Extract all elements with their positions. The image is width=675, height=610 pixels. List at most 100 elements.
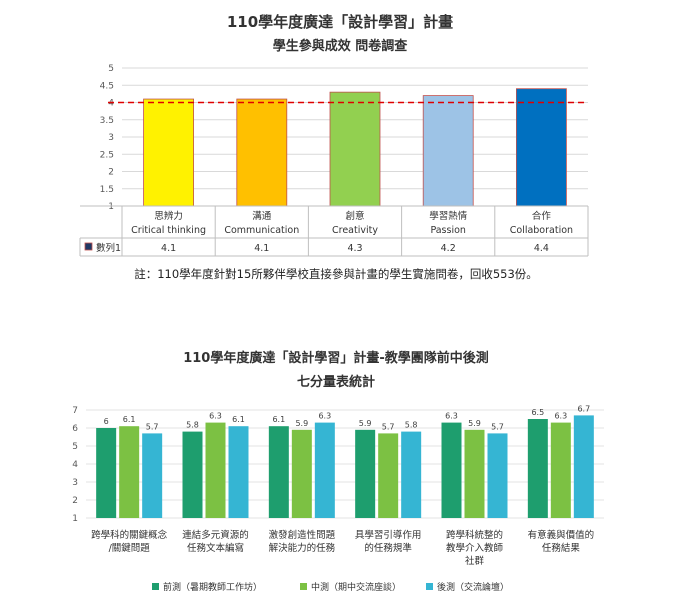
chart2-legend-label: 後測（交流論壇） bbox=[437, 581, 509, 593]
chart1-category-label: 溝通 bbox=[252, 210, 272, 222]
survey-chart: 110學年度廣達「設計學習」計畫 學生參與成效 問卷調查 1 1.5 2 2.5 3 3.… bbox=[79, 13, 589, 281]
chart2-data-label: 5.9 bbox=[359, 419, 372, 428]
chart2-data-label: 6 bbox=[104, 417, 109, 426]
chart2-legend-label: 中測（期中交流座談） bbox=[311, 581, 401, 593]
chart2-gridlines bbox=[86, 409, 604, 519]
chart2-category-label: 解決能力的任務 bbox=[269, 542, 336, 554]
chart1-bar bbox=[516, 88, 567, 207]
chart1-subtitle: 學生參與成效 問卷調查 bbox=[273, 38, 409, 54]
chart1-y-tick-label: 1.5 bbox=[100, 185, 114, 195]
chart2-legend-swatch bbox=[426, 583, 433, 590]
chart1-category-label: 合作 bbox=[532, 210, 552, 222]
chart2-data-label: 5.8 bbox=[186, 421, 199, 430]
chart2-bar bbox=[487, 433, 508, 518]
chart2-y-tick-label: 6 bbox=[72, 424, 78, 434]
chart2-bar bbox=[205, 422, 226, 518]
chart2-data-label: 6.1 bbox=[232, 415, 245, 424]
chart2-bar bbox=[527, 419, 548, 518]
chart2-category-label: 激發創造性問題 bbox=[269, 529, 336, 541]
chart2-category-label: 社群 bbox=[465, 555, 485, 567]
chart1-y-tick-label: 3 bbox=[108, 133, 114, 143]
chart2-bar bbox=[464, 429, 485, 518]
chart2-y-tick-label: 7 bbox=[72, 406, 78, 416]
chart1-title: 110學年度廣達「設計學習」計畫 bbox=[227, 13, 453, 31]
chart1-value-label: 4.4 bbox=[534, 243, 549, 254]
chart2-bar bbox=[182, 431, 203, 518]
chart1-y-tick-label: 4.5 bbox=[100, 81, 114, 91]
chart2-legend-swatch bbox=[152, 583, 159, 590]
chart2-y-tick-label: 3 bbox=[72, 478, 78, 488]
chart1-value-label: 4.3 bbox=[347, 243, 362, 254]
chart2-bar bbox=[119, 426, 140, 518]
chart2-y-tick-label: 5 bbox=[72, 442, 78, 452]
chart1-y-tick-label: 3.5 bbox=[100, 116, 114, 126]
chart2-bar bbox=[228, 426, 249, 518]
chart2-y-axis: 1 2 3 4 5 6 7 bbox=[72, 406, 78, 524]
chart2-category-label: 任務文本編寫 bbox=[187, 542, 244, 554]
chart1-data-table: 思辨力 Critical thinking 4.1 溝通 Communication 4.… bbox=[79, 205, 589, 257]
chart2-data-label: 5.7 bbox=[382, 422, 395, 431]
chart1-y-tick-label: 1 bbox=[108, 202, 114, 212]
chart2-data-label: 6.3 bbox=[554, 412, 567, 421]
chart2-category-label: 教學介入教師 bbox=[446, 542, 504, 554]
chart1-category-label: Collaboration bbox=[510, 225, 573, 236]
chart1-series-name: 數列1 bbox=[96, 242, 121, 254]
chart1-note: 註：110學年度針對15所夥伴學校直接參與計畫的學生實施問卷，回收553份。 bbox=[134, 267, 538, 281]
chart1-bars bbox=[143, 88, 567, 207]
chart2-data-label: 6.1 bbox=[123, 415, 136, 424]
chart2-data-label: 5.9 bbox=[295, 419, 308, 428]
chart1-y-tick-label: 2 bbox=[108, 168, 114, 178]
chart2-category-label: 有意義與價值的 bbox=[528, 529, 595, 541]
chart2-category-label: 跨學科的關鍵概念 bbox=[91, 529, 168, 541]
chart2-data-label: 6.5 bbox=[531, 408, 544, 417]
chart2-legend-label: 前測（暑期教師工作坊） bbox=[163, 581, 262, 593]
chart1-category-label: 思辨力 bbox=[154, 210, 183, 222]
chart2-bar bbox=[550, 422, 571, 518]
chart1-category-label: Critical thinking bbox=[131, 225, 206, 236]
chart2-data-label: 6.3 bbox=[209, 412, 222, 421]
chart1-y-tick-label: 4 bbox=[108, 99, 114, 109]
chart1-bar bbox=[422, 95, 474, 207]
chart1-bar bbox=[143, 98, 195, 207]
chart1-series-marker bbox=[84, 242, 93, 251]
chart2-category-label: 的任務規準 bbox=[364, 542, 412, 554]
chart2-y-tick-label: 2 bbox=[72, 496, 78, 506]
chart2-bar bbox=[142, 433, 163, 518]
chart2-category-label: 跨學科統整的 bbox=[446, 529, 503, 541]
chart2-category-label: 連結多元資源的 bbox=[182, 529, 249, 541]
chart2-data-label: 6.1 bbox=[272, 415, 285, 424]
chart1-y-tick-label: 2.5 bbox=[100, 150, 114, 160]
chart1-bar bbox=[236, 98, 288, 207]
chart1-value-label: 4.2 bbox=[441, 243, 456, 254]
chart2-data-label: 5.8 bbox=[405, 421, 418, 430]
chart1-category-label: Communication bbox=[224, 225, 299, 236]
chart2-bar bbox=[96, 428, 117, 518]
chart2-bar bbox=[573, 415, 594, 518]
chart2-y-tick-label: 1 bbox=[72, 514, 78, 524]
chart2-category-label: 任務結果 bbox=[542, 542, 581, 554]
chart2-bar bbox=[378, 433, 399, 518]
chart1-category-label: 創意 bbox=[345, 210, 364, 222]
chart2-bar bbox=[314, 422, 335, 518]
chart2-data-label: 5.7 bbox=[491, 422, 504, 431]
chart2-data-label: 6.3 bbox=[318, 412, 331, 421]
chart1-y-axis: 1 1.5 2 2.5 3 3.5 4 4.5 5 bbox=[100, 64, 115, 212]
chart2-data-label: 5.9 bbox=[468, 419, 481, 428]
chart2-data-label: 6.7 bbox=[577, 404, 590, 413]
teacher-chart: 110學年度廣達「設計學習」計畫-教學團隊前中後測 七分量表統計 1 2 3 4 5 6 7… bbox=[72, 350, 604, 593]
chart2-data-label: 6.3 bbox=[445, 412, 458, 421]
chart1-category-label: Creativity bbox=[332, 225, 378, 236]
chart2-category-label: /關鍵問題 bbox=[109, 542, 151, 554]
chart1-value-label: 4.1 bbox=[161, 243, 176, 254]
chart2-bar bbox=[355, 429, 376, 518]
chart2-data-label: 5.7 bbox=[146, 422, 159, 431]
chart2-legend-swatch bbox=[300, 583, 307, 590]
chart2-title: 110學年度廣達「設計學習」計畫-教學團隊前中後測 bbox=[183, 350, 489, 366]
chart2-bar bbox=[401, 431, 422, 518]
chart2-bars: 6 5.8 6.1 5.9 6.3 6.5 6.1 6.3 5.9 5.7 5.9 6.3 5.7 6.1… bbox=[96, 404, 594, 518]
chart1-y-tick-label: 5 bbox=[108, 64, 114, 74]
chart1-category-label: Passion bbox=[430, 225, 466, 236]
chart2-category-label: 具學習引導作用 bbox=[355, 529, 422, 541]
